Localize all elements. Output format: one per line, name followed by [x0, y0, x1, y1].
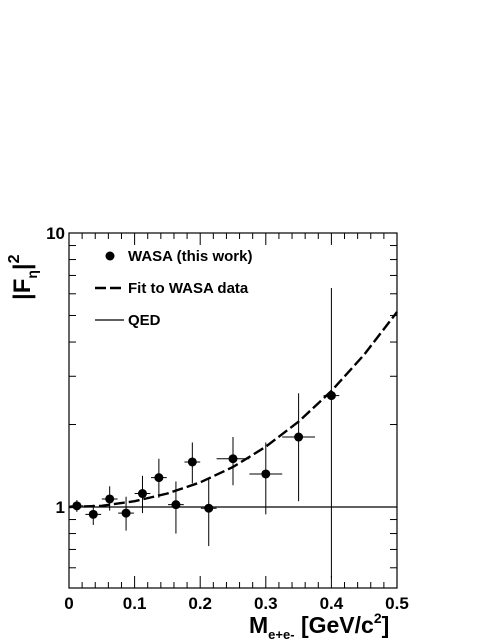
x-axis-title-sub: e+e- — [268, 627, 294, 642]
data-marker — [137, 489, 147, 499]
data-marker — [72, 501, 82, 511]
data-marker — [204, 503, 214, 513]
y-tick-label: 1 — [56, 498, 65, 517]
data-point — [134, 475, 151, 514]
data-marker — [228, 454, 238, 464]
data-point — [85, 504, 102, 525]
x-axis-title-rest: [GeV/c — [295, 612, 374, 638]
series-layer — [68, 287, 398, 579]
data-marker — [326, 391, 336, 401]
data-point — [249, 442, 283, 515]
data-point — [216, 437, 250, 486]
legend-label-wasa: WASA (this work) — [128, 248, 252, 265]
data-point — [70, 500, 84, 512]
tick-layer: 0 0.1 0.2 0.3 0.4 0.5 1 10 — [46, 224, 409, 613]
svg-text:|Fη|2: |Fη|2 — [6, 254, 40, 300]
data-point — [282, 393, 315, 502]
y-axis-title-main: |F — [9, 279, 36, 300]
data-marker — [187, 457, 197, 467]
data-marker — [261, 469, 271, 479]
x-tick-label: 0.3 — [254, 594, 278, 613]
data-point — [118, 496, 134, 531]
data-point — [323, 287, 340, 579]
data-point — [184, 442, 201, 484]
y-axis-title-sup: 2 — [6, 254, 23, 263]
data-point — [151, 458, 167, 498]
y-axis-title: |Fη|2 — [6, 254, 40, 300]
data-point — [101, 486, 118, 511]
x-axis-title-sup: 2 — [374, 610, 382, 626]
legend-label-fit: Fit to WASA data — [128, 280, 249, 297]
x-tick-label: 0.4 — [320, 594, 344, 613]
x-tick-label: 0.5 — [385, 594, 409, 613]
data-marker — [121, 508, 131, 518]
plot-frame — [68, 232, 398, 589]
y-axis-title-bar: | — [9, 263, 36, 270]
x-tick-label: 0 — [64, 594, 73, 613]
data-point — [168, 481, 184, 534]
x-tick-label: 0.1 — [123, 594, 147, 613]
data-marker — [171, 500, 181, 510]
x-tick-label: 0.2 — [188, 594, 212, 613]
legend-marker-wasa — [105, 251, 115, 261]
data-point — [200, 479, 217, 547]
data-marker — [88, 509, 98, 519]
x-axis-title-main: M — [249, 612, 268, 638]
legend-label-qed: QED — [128, 312, 161, 329]
data-marker — [154, 473, 164, 483]
y-axis-title-sub: η — [24, 270, 40, 279]
data-marker — [105, 494, 115, 504]
y-tick-label: 10 — [46, 224, 65, 243]
x-axis-title-end: ] — [382, 612, 390, 638]
x-axis-title: Me+e- [GeV/c2] — [249, 610, 389, 642]
legend: WASA (this work) Fit to WASA data QED — [95, 248, 252, 329]
data-marker — [294, 432, 304, 442]
